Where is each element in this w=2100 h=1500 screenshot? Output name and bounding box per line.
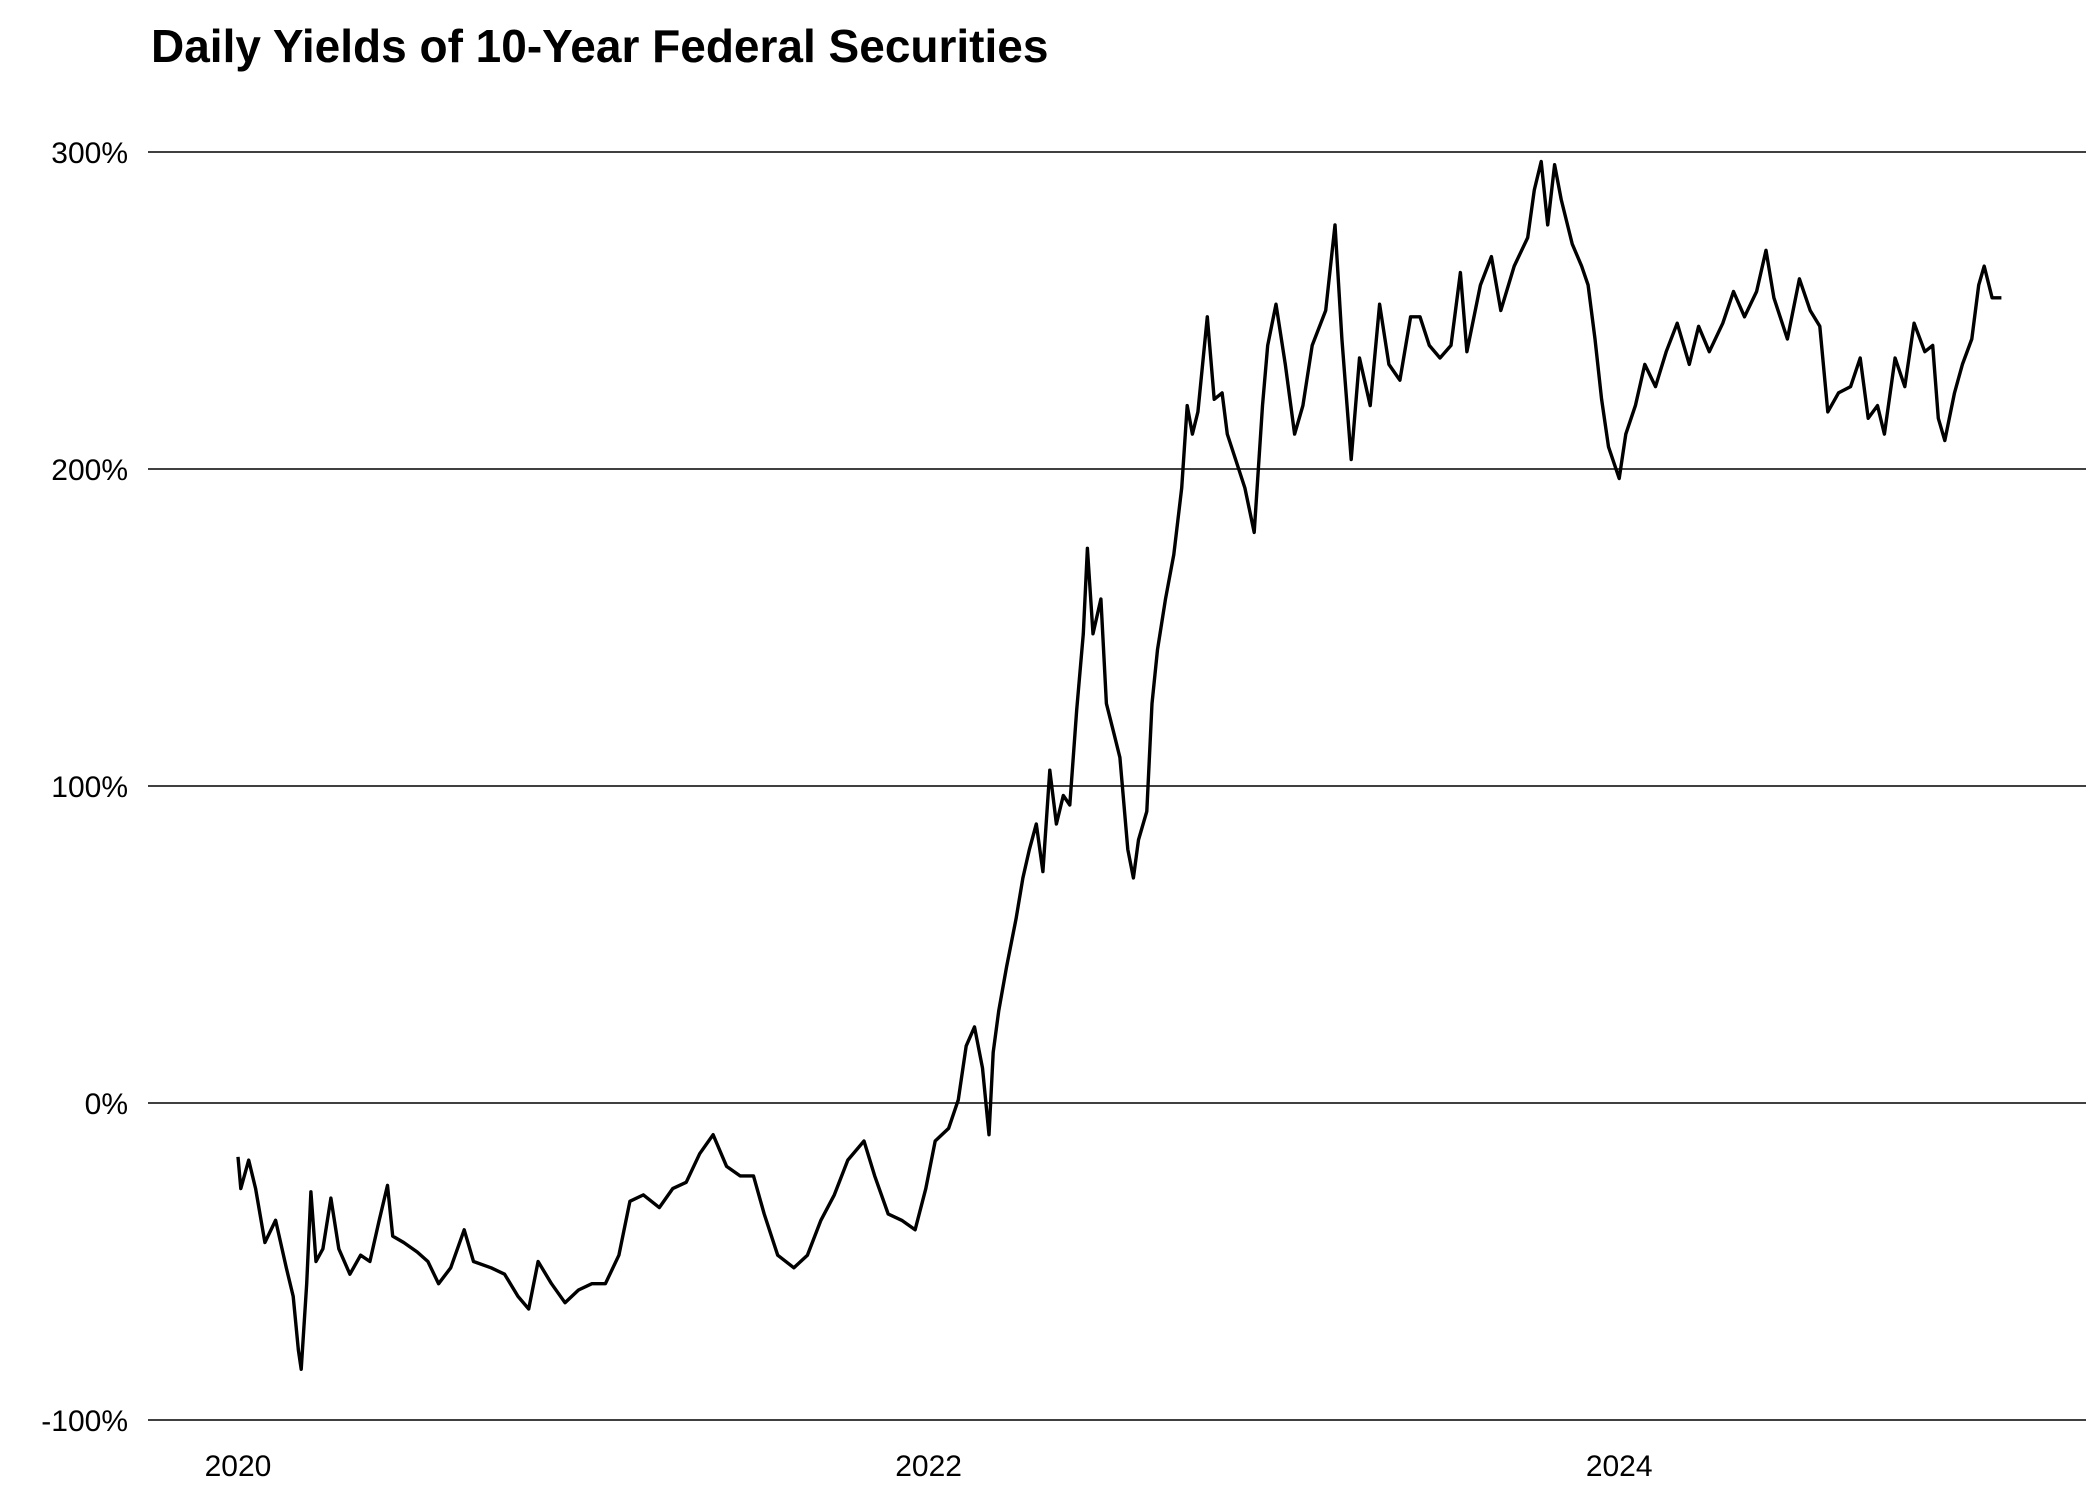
yield-series-line bbox=[236, 159, 2002, 1371]
y-tick-label: 200% bbox=[51, 454, 128, 487]
x-tick-label: 2024 bbox=[1586, 1450, 1653, 1483]
x-tick-label: 2020 bbox=[205, 1450, 272, 1483]
x-tick-label: 2022 bbox=[895, 1450, 962, 1483]
y-tick-label: -100% bbox=[41, 1405, 128, 1438]
y-tick-label: 0% bbox=[85, 1088, 128, 1121]
y-tick-label: 100% bbox=[51, 771, 128, 804]
y-axis-ticks: 300% 200% 100% 0% -100% bbox=[41, 137, 128, 1438]
chart-title: Daily Yields of 10-Year Federal Securiti… bbox=[151, 20, 1048, 72]
x-axis-ticks: 2020 2022 2024 bbox=[205, 1450, 1653, 1483]
y-tick-label: 300% bbox=[51, 137, 128, 170]
gridlines bbox=[148, 151, 2086, 1421]
